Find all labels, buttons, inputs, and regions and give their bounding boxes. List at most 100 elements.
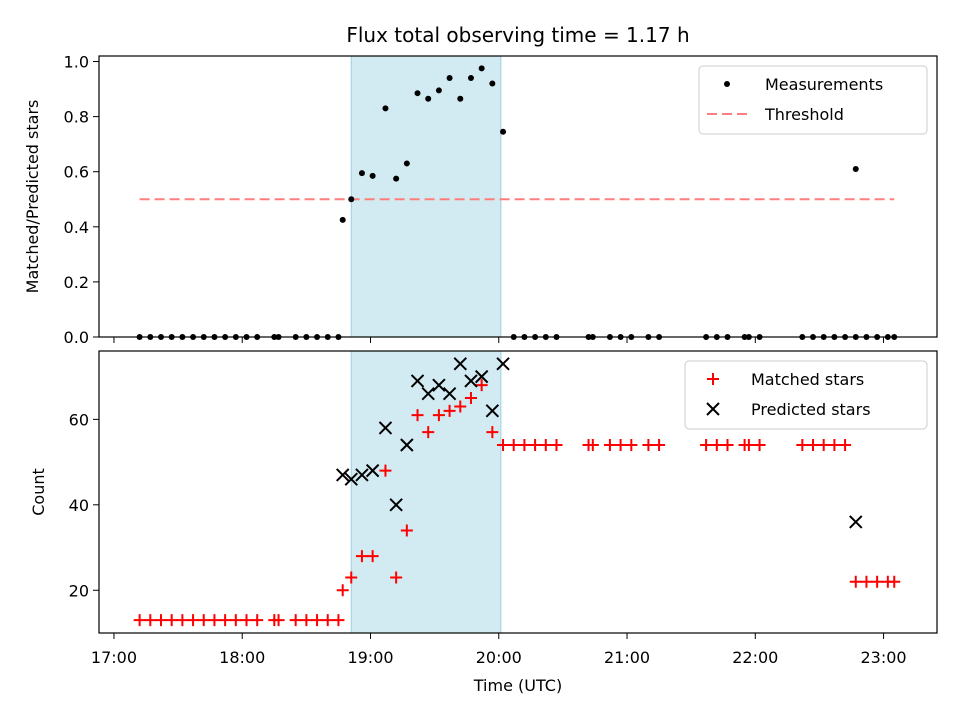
- y-tick-label: 0.0: [64, 328, 89, 347]
- measurement-point: [500, 128, 507, 135]
- measurement-point: [403, 160, 410, 167]
- y-tick-label: 0.4: [64, 218, 89, 237]
- matched-stars-point: [311, 614, 324, 627]
- observing-window-shade: [350, 55, 502, 338]
- predicted-stars-point: [421, 387, 435, 401]
- predicted-stars-point: [344, 472, 358, 486]
- predicted-stars-point: [485, 404, 500, 418]
- matched-stars-point: [133, 614, 146, 627]
- y-tick-label: 60: [69, 410, 89, 429]
- matched-stars-point: [539, 439, 552, 451]
- matched-stars-point: [187, 614, 200, 627]
- matched-stars-point: [176, 614, 189, 627]
- matched-stars-point: [454, 400, 467, 413]
- matched-stars-point: [642, 439, 655, 451]
- y-tick-label: 20: [69, 581, 89, 600]
- matched-stars-point: [219, 614, 232, 627]
- x-tick-label: 18:00: [219, 648, 265, 667]
- measurement-point: [852, 165, 859, 172]
- matched-stars-point: [817, 439, 830, 451]
- measurement-point: [435, 87, 442, 94]
- predicted-stars-point: [335, 468, 350, 482]
- legend-label: Predicted stars: [751, 400, 871, 419]
- measurement-point: [467, 75, 474, 82]
- matched-stars-point: [586, 439, 599, 451]
- matched-stars-point: [355, 550, 368, 563]
- y-axis-label: Matched/Predicted stars: [23, 100, 42, 294]
- matched-stars-point: [497, 439, 510, 451]
- matched-stars-point: [208, 614, 221, 627]
- matched-stars-point: [464, 392, 477, 404]
- matched-stars-point: [443, 404, 456, 417]
- matched-stars-point: [154, 614, 167, 627]
- x-axis-label: Time (UTC): [473, 676, 562, 695]
- matched-stars-point: [518, 439, 531, 451]
- matched-stars-point: [700, 439, 713, 451]
- axes-frame: [98, 350, 938, 634]
- matched-stars-point: [240, 614, 253, 627]
- matched-stars-point: [839, 439, 852, 451]
- y-tick-label: 0.2: [64, 273, 89, 292]
- y-tick-label: 40: [69, 496, 89, 515]
- x-tick-label: 19:00: [347, 648, 393, 667]
- predicted-stars-point: [432, 378, 446, 392]
- matched-stars-point: [400, 524, 413, 537]
- matched-stars-point: [379, 464, 392, 477]
- legend-predicted-marker: [706, 402, 720, 416]
- matched-stars-point: [753, 439, 766, 451]
- x-tick-label: 23:00: [861, 648, 907, 667]
- matched-stars-point: [828, 439, 841, 451]
- measurement-point: [478, 65, 485, 72]
- matched-stars-point: [300, 614, 313, 627]
- matched-stars-point: [529, 439, 542, 451]
- matched-stars-point: [390, 571, 403, 584]
- matched-stars-point: [336, 584, 349, 597]
- matched-stars-point: [229, 614, 242, 627]
- measurement-point: [489, 80, 496, 87]
- legend-label: Matched stars: [751, 370, 864, 389]
- observing-window-shade: [350, 350, 502, 634]
- matched-stars-point: [366, 550, 379, 563]
- top-panel: 0.0 0.2 0.4 0.6 0.8 1.0 Matched/Predicted star…: [23, 53, 938, 347]
- axes-frame: [98, 55, 938, 338]
- matched-stars-point: [251, 614, 264, 627]
- measurement-point: [382, 105, 389, 112]
- measurement-point: [339, 216, 346, 223]
- matched-stars-point: [289, 614, 302, 627]
- matched-stars-point: [422, 426, 435, 439]
- measurement-point: [369, 172, 376, 179]
- matched-stars-point: [653, 439, 666, 451]
- matched-stars-point: [321, 614, 334, 627]
- measurement-point: [358, 170, 365, 177]
- matched-stars-point: [345, 571, 358, 584]
- matched-stars-point: [165, 614, 178, 627]
- predicted-stars-point: [453, 357, 467, 371]
- predicted-stars-point: [464, 374, 478, 388]
- matched-stars-point: [796, 439, 809, 451]
- legend-box: [684, 360, 928, 430]
- legend-matched-marker: [707, 373, 719, 385]
- matched-stars-point: [807, 439, 820, 451]
- x-tick-label: 20:00: [476, 648, 522, 667]
- y-tick-label: 0.8: [64, 108, 89, 127]
- legend: Matched stars Predicted stars: [684, 360, 928, 430]
- predicted-stars-point: [410, 374, 425, 388]
- x-tick-label: 21:00: [604, 648, 650, 667]
- matched-stars-point: [860, 575, 873, 588]
- matched-stars-point: [742, 439, 755, 451]
- matched-stars-point: [272, 614, 285, 627]
- predicted-stars-point: [378, 421, 393, 435]
- matched-stars-point: [710, 439, 723, 451]
- matched-stars-point: [144, 614, 157, 627]
- legend-label: Measurements: [765, 75, 883, 94]
- matched-stars-point: [197, 614, 210, 627]
- matched-stars-point: [721, 439, 734, 451]
- predicted-stars-point: [849, 515, 863, 529]
- matched-stars-point: [871, 575, 884, 588]
- predicted-stars-point: [474, 369, 489, 384]
- figure-title: Flux total observing time = 1.17 h: [346, 23, 689, 47]
- y-axis-label: Count: [29, 468, 48, 516]
- matched-stars-point: [411, 409, 424, 422]
- predicted-stars-point: [389, 498, 403, 512]
